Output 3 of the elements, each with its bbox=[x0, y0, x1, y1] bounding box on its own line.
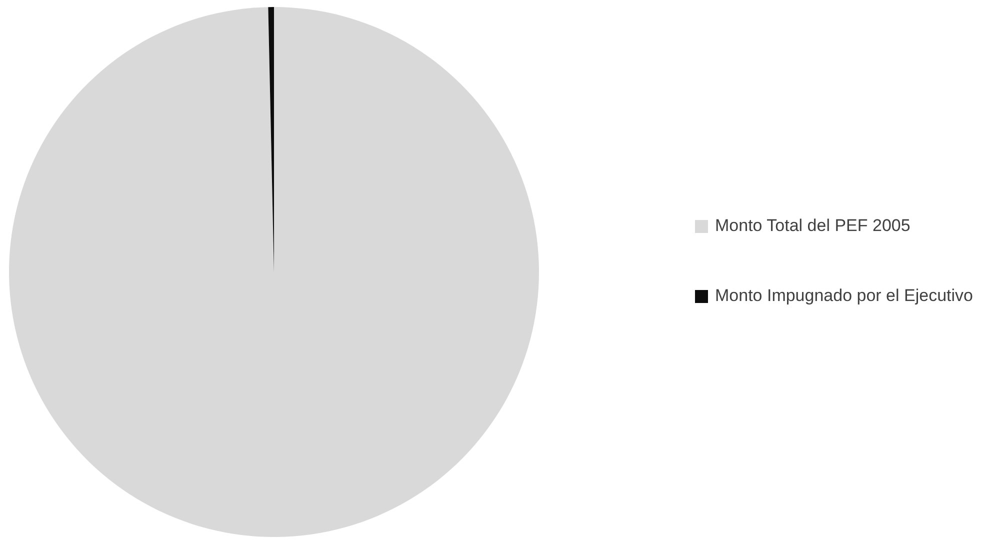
legend-label: Monto Total del PEF 2005 bbox=[715, 216, 910, 236]
pie-slice bbox=[9, 7, 539, 537]
legend-label: Monto Impugnado por el Ejecutivo bbox=[715, 286, 973, 306]
